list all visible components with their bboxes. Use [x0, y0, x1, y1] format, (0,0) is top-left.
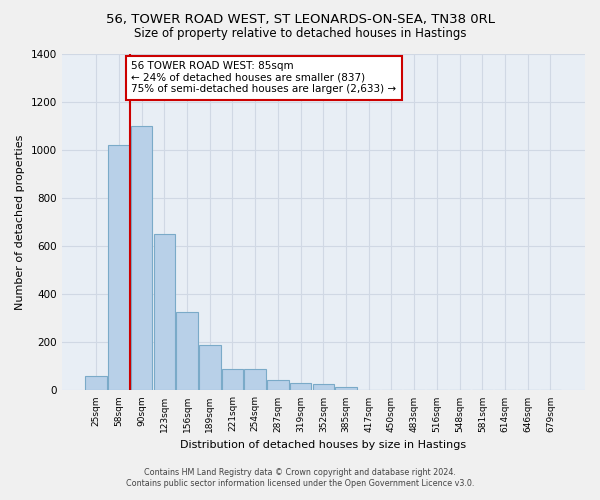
- Bar: [108, 146, 130, 390]
- Y-axis label: Number of detached properties: Number of detached properties: [15, 134, 25, 310]
- Bar: [199, 345, 221, 391]
- Bar: [222, 369, 243, 390]
- Text: Size of property relative to detached houses in Hastings: Size of property relative to detached ho…: [134, 28, 466, 40]
- X-axis label: Distribution of detached houses by size in Hastings: Distribution of detached houses by size …: [180, 440, 466, 450]
- Bar: [176, 312, 198, 390]
- Bar: [131, 126, 152, 390]
- Text: 56 TOWER ROAD WEST: 85sqm
← 24% of detached houses are smaller (837)
75% of semi: 56 TOWER ROAD WEST: 85sqm ← 24% of detac…: [131, 61, 397, 94]
- Bar: [154, 234, 175, 390]
- Bar: [85, 376, 107, 390]
- Text: 56, TOWER ROAD WEST, ST LEONARDS-ON-SEA, TN38 0RL: 56, TOWER ROAD WEST, ST LEONARDS-ON-SEA,…: [106, 12, 494, 26]
- Bar: [335, 387, 357, 390]
- Bar: [244, 369, 266, 390]
- Bar: [313, 384, 334, 390]
- Text: Contains HM Land Registry data © Crown copyright and database right 2024.
Contai: Contains HM Land Registry data © Crown c…: [126, 468, 474, 487]
- Bar: [267, 380, 289, 390]
- Bar: [290, 383, 311, 390]
